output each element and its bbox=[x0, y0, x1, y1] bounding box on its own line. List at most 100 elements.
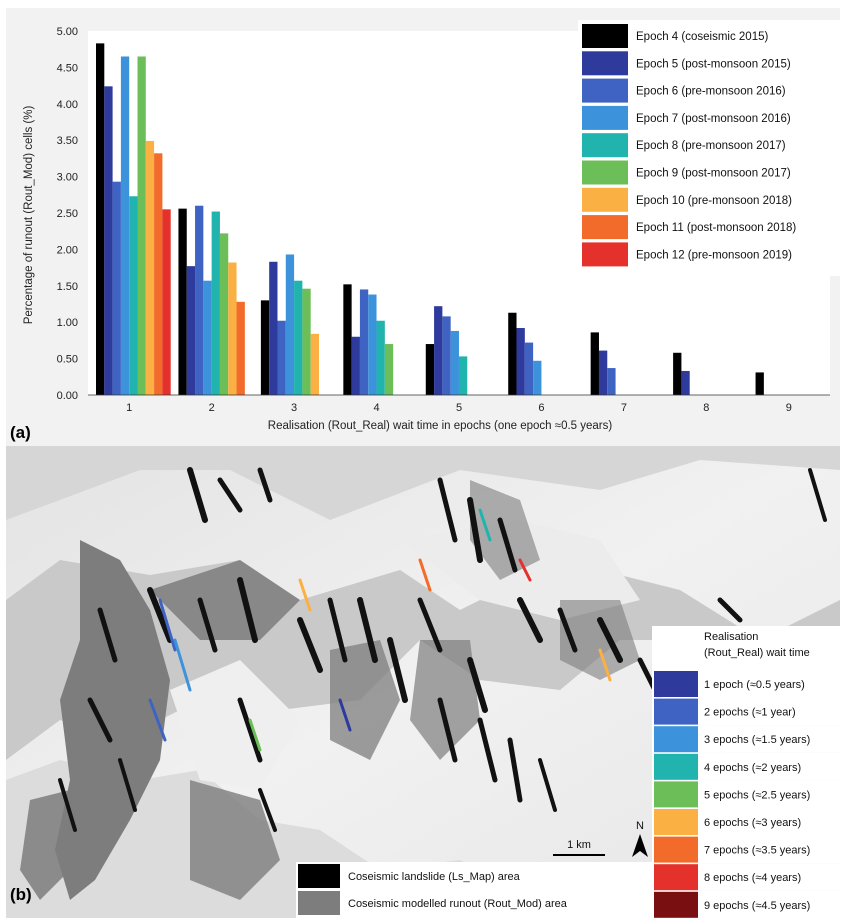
legend-swatch bbox=[582, 24, 628, 48]
legend-swatch bbox=[582, 105, 628, 130]
wait-time-swatch bbox=[654, 836, 698, 863]
bar bbox=[681, 370, 690, 395]
bar bbox=[236, 301, 245, 395]
wait-time-swatch bbox=[654, 864, 698, 891]
area-label: Coseismic landslide (Ls_Map) area bbox=[348, 871, 521, 883]
bar bbox=[285, 254, 295, 395]
bar bbox=[376, 320, 385, 395]
bar bbox=[162, 209, 171, 395]
wait-time-swatch bbox=[654, 698, 698, 725]
bar bbox=[598, 350, 608, 395]
bar bbox=[516, 328, 525, 395]
y-tick-label: 1.50 bbox=[57, 281, 78, 293]
bar bbox=[359, 289, 369, 395]
legend-entry-label: Epoch 7 (post-monsoon 2016) bbox=[636, 113, 791, 125]
bar bbox=[607, 368, 616, 395]
bar bbox=[533, 360, 542, 395]
x-tick-label: 6 bbox=[538, 402, 544, 414]
bar-series-group bbox=[96, 43, 764, 395]
y-tick-label: 2.00 bbox=[57, 244, 78, 256]
north-arrow: N bbox=[632, 820, 648, 857]
bar bbox=[260, 300, 270, 395]
wait-time-legend-header-bg bbox=[652, 626, 844, 670]
scale-bar: 1 km bbox=[553, 839, 605, 856]
bar bbox=[450, 330, 459, 395]
y-tick-label: 0.00 bbox=[57, 390, 78, 402]
wait-time-swatch bbox=[654, 781, 698, 808]
coseismic-landslides bbox=[58, 467, 827, 832]
wait-time-label: 2 epochs (≈1 year) bbox=[704, 707, 796, 719]
bar bbox=[425, 344, 435, 395]
wait-time-swatch bbox=[654, 809, 698, 835]
legend-entry-label: Epoch 12 (pre-monsoon 2019) bbox=[636, 249, 792, 261]
runout-map: (b) 1 km N Realisation (Rout_Real) wait … bbox=[6, 446, 844, 919]
wait-time-legend-subtitle: (Rout_Real) wait time bbox=[704, 647, 810, 659]
x-tick-label: 7 bbox=[621, 402, 627, 414]
y-tick-label: 3.00 bbox=[57, 172, 78, 184]
wait-time-label: 1 epoch (≈0.5 years) bbox=[704, 679, 805, 691]
bar bbox=[673, 352, 682, 395]
x-tick-label: 5 bbox=[456, 402, 462, 414]
legend-swatch bbox=[582, 133, 628, 158]
y-tick-label: 0.50 bbox=[57, 354, 78, 366]
wait-time-swatch bbox=[654, 891, 698, 918]
bar bbox=[154, 153, 163, 395]
legend-swatch bbox=[582, 78, 628, 103]
bar bbox=[129, 196, 138, 395]
bar bbox=[351, 336, 360, 395]
bar bbox=[590, 332, 599, 395]
legend-swatch bbox=[582, 51, 628, 76]
y-tick-label: 1.00 bbox=[57, 317, 78, 329]
bar bbox=[442, 316, 451, 395]
legend-entry-label: Epoch 4 (coseismic 2015) bbox=[636, 31, 768, 43]
y-tick-label: 2.50 bbox=[57, 208, 78, 220]
north-arrow-label: N bbox=[636, 820, 644, 832]
bar bbox=[343, 284, 352, 395]
bar bbox=[219, 233, 229, 395]
area-legend-box bbox=[296, 862, 652, 918]
bar bbox=[294, 280, 303, 395]
x-axis: 1 2 3 4 5 6 7 8 9 bbox=[126, 402, 792, 414]
area-label: Coseismic modelled runout (Rout_Mod) are… bbox=[348, 898, 568, 910]
bar bbox=[384, 344, 394, 395]
y-axis-label: Percentage of runout (Rout_Mod) cells (%… bbox=[23, 106, 35, 325]
legend-entry-label: Epoch 10 (pre-monsoon 2018) bbox=[636, 195, 792, 207]
x-tick-label: 3 bbox=[291, 402, 297, 414]
legend-entry-label: Epoch 11 (post-monsoon 2018) bbox=[636, 222, 796, 234]
wait-time-label: 9 epochs (≈4.5 years) bbox=[704, 900, 810, 912]
wait-time-swatch bbox=[654, 753, 698, 780]
bar bbox=[112, 181, 121, 395]
bar bbox=[203, 280, 212, 395]
bar-chart: 0.00 0.50 1.00 1.50 2.00 2.50 3.00 3.50 4.00 4.50… bbox=[6, 8, 840, 446]
panel-b-label: (b) bbox=[10, 885, 32, 904]
area-swatch bbox=[298, 891, 340, 915]
legend-swatch bbox=[582, 215, 628, 240]
x-tick-label: 8 bbox=[703, 402, 709, 414]
modelled-runout-area bbox=[20, 480, 640, 900]
area-swatch bbox=[298, 864, 340, 888]
wait-time-legend: Realisation (Rout_Real) wait time 1 epoc… bbox=[652, 626, 844, 919]
bar bbox=[269, 261, 278, 395]
wait-time-label: 3 epochs (≈1.5 years) bbox=[704, 734, 810, 746]
y-axis: 0.00 0.50 1.00 1.50 2.00 2.50 3.00 3.50 4.00 4.50… bbox=[57, 26, 78, 402]
y-tick-label: 5.00 bbox=[57, 26, 78, 38]
x-tick-label: 9 bbox=[786, 402, 792, 414]
bar bbox=[458, 356, 468, 395]
bar bbox=[186, 266, 196, 395]
bar bbox=[524, 342, 534, 395]
bar bbox=[310, 333, 319, 395]
legend-entry-label: Epoch 8 (pre-monsoon 2017) bbox=[636, 140, 786, 152]
bar bbox=[96, 43, 105, 395]
bar bbox=[195, 205, 204, 395]
scale-bar-label: 1 km bbox=[567, 839, 591, 851]
legend-entry-label: Epoch 5 (post-monsoon 2015) bbox=[636, 58, 791, 70]
wait-time-label: 6 epochs (≈3 years) bbox=[704, 817, 801, 829]
legend-swatch bbox=[582, 242, 628, 267]
north-arrow-icon bbox=[632, 834, 648, 857]
legend-swatch bbox=[582, 160, 628, 185]
x-tick-label: 1 bbox=[126, 402, 132, 414]
realised-runout-cells bbox=[148, 508, 612, 752]
wait-time-label: 7 epochs (≈3.5 years) bbox=[704, 845, 810, 857]
